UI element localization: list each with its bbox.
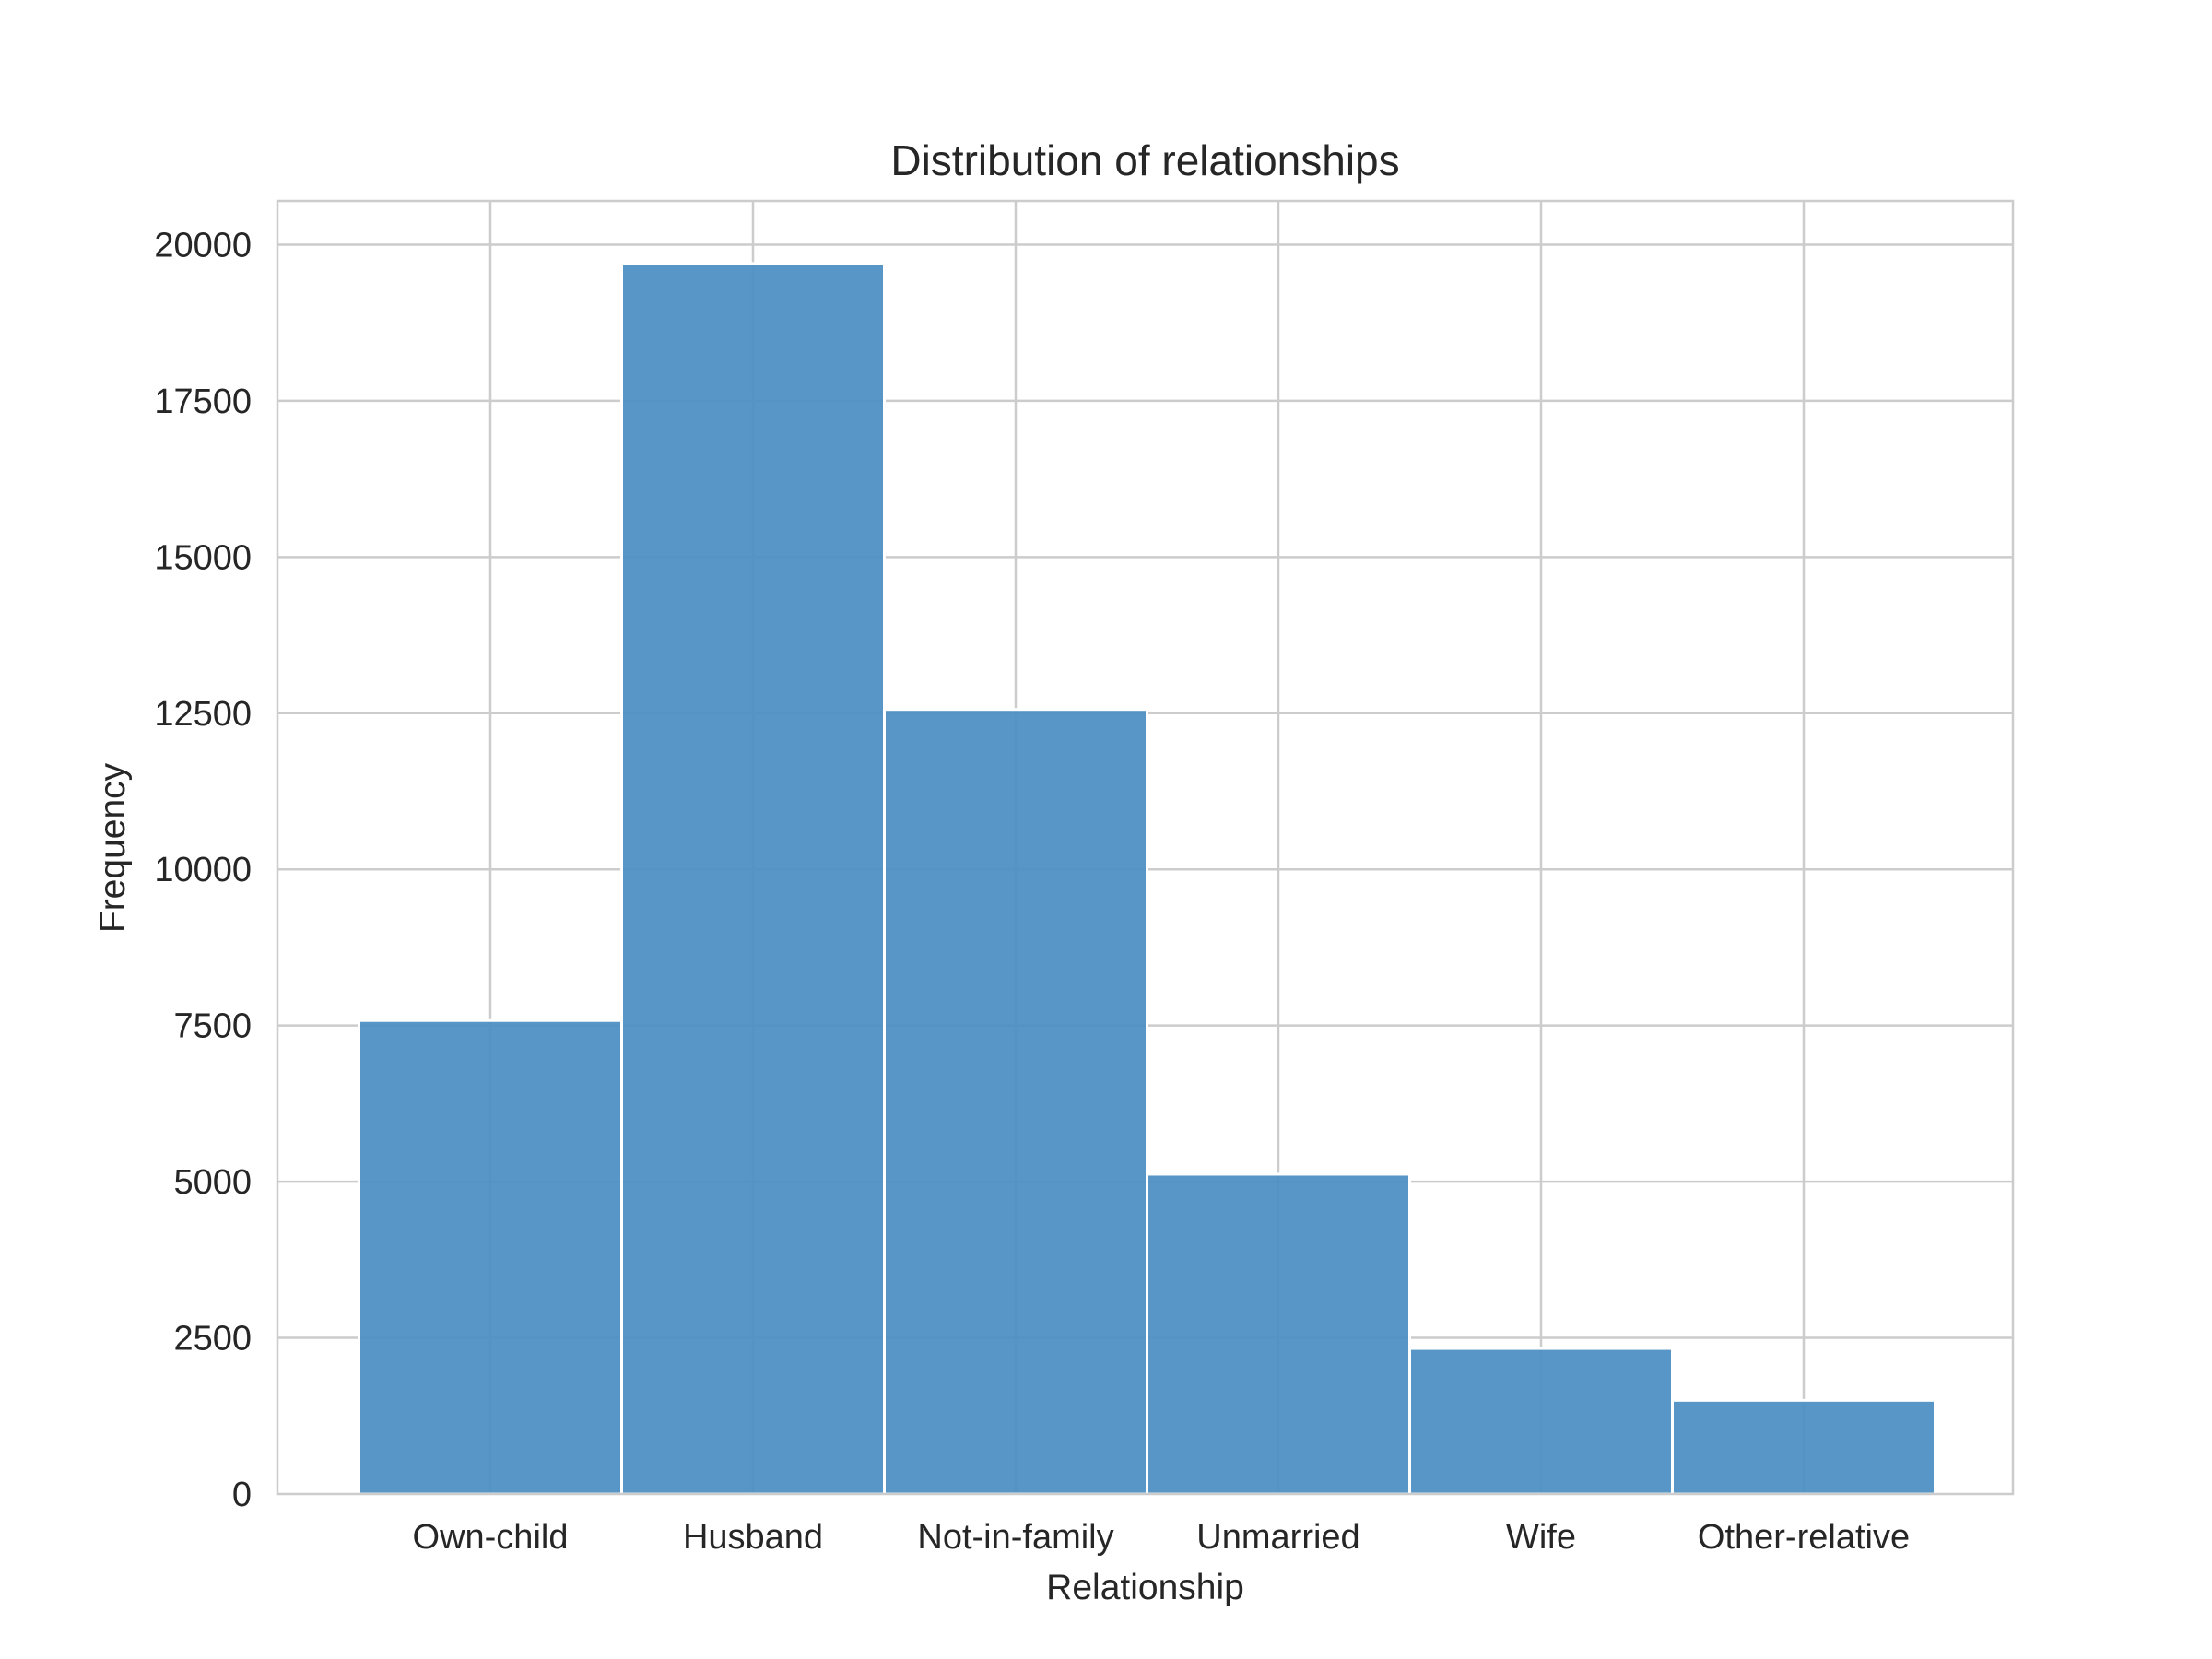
y-tick-label: 10000 bbox=[154, 851, 252, 889]
x-tick-label: Not-in-family bbox=[917, 1518, 1113, 1557]
bars bbox=[358, 262, 1936, 1496]
x-tick-label: Husband bbox=[683, 1518, 823, 1557]
x-tick-label: Unmarried bbox=[1196, 1518, 1359, 1557]
y-tick-label: 12500 bbox=[154, 695, 252, 734]
chart-title: Distribution of relationships bbox=[890, 136, 1399, 184]
x-tick-label: Own-child bbox=[413, 1518, 569, 1557]
y-tick-labels: 0 2500 5000 7500 10000 12500 15000 17500 20000 bbox=[154, 226, 252, 1514]
bar-not-in-family bbox=[883, 708, 1148, 1496]
y-tick-label: 17500 bbox=[154, 382, 252, 421]
x-axis-label: Relationship bbox=[1046, 1568, 1244, 1607]
x-tick-label: Other-relative bbox=[1698, 1518, 1910, 1557]
bar-wife bbox=[1408, 1347, 1674, 1496]
y-tick-label: 0 bbox=[232, 1476, 252, 1514]
bar-other-relative bbox=[1671, 1398, 1936, 1496]
bar-unmarried bbox=[1146, 1172, 1411, 1496]
bar-husband bbox=[620, 262, 886, 1496]
plot-frame bbox=[276, 199, 2015, 1496]
y-tick-label: 7500 bbox=[173, 1007, 252, 1046]
x-tick-label: Wife bbox=[1506, 1518, 1576, 1557]
y-tick-label: 2500 bbox=[173, 1320, 252, 1359]
x-tick-labels: Own-child Husband Not-in-family Unmarried Wi… bbox=[413, 1518, 1911, 1557]
y-axis-label: Frequency bbox=[93, 762, 133, 933]
y-tick-label: 5000 bbox=[173, 1163, 252, 1202]
y-tick-label: 15000 bbox=[154, 538, 252, 577]
bar-own-child bbox=[358, 1018, 623, 1496]
y-tick-label: 20000 bbox=[154, 226, 252, 265]
